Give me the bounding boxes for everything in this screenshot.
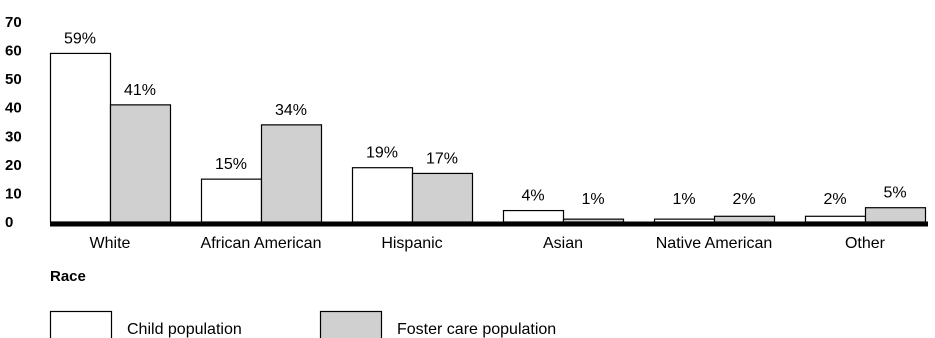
data-label: 41% [124, 82, 156, 99]
data-label: 17% [426, 150, 458, 167]
legend-swatch-child [49, 310, 113, 338]
legend-swatch-foster [319, 310, 383, 338]
x-axis-ticks: White African American Hispanic Asian Native… [90, 235, 886, 252]
x-tick-label: Other [845, 235, 886, 252]
data-label: 4% [521, 188, 544, 205]
y-tick-label: 20 [5, 157, 22, 174]
y-tick-label: 10 [5, 185, 22, 202]
data-label: 19% [366, 145, 398, 162]
bar-child-3 [502, 209, 565, 223]
bars-group [49, 52, 927, 223]
data-labels-group: 59% 41% 15% 34% 19% 17% 4% 1% 1% 2% 2% 5% [64, 30, 907, 208]
bar-foster-4 [713, 215, 776, 223]
y-axis-ticks: 0 10 20 30 40 50 60 70 [5, 14, 22, 231]
bar-foster-1 [260, 124, 323, 223]
x-tick-label: African American [201, 235, 322, 252]
x-tick-label: Native American [656, 235, 773, 252]
data-label: 1% [672, 191, 695, 208]
bar-foster-2 [411, 172, 474, 223]
legend-label-child: Child population [127, 321, 242, 338]
x-tick-label: White [90, 235, 131, 252]
data-label: 15% [215, 156, 247, 173]
legend: Child population Foster care population [49, 310, 556, 338]
bar-child-1 [200, 178, 263, 223]
y-tick-label: 40 [5, 100, 22, 117]
bar-foster-5 [864, 207, 927, 223]
legend-label-foster: Foster care population [397, 321, 556, 338]
y-tick-label: 50 [5, 71, 22, 88]
bar-child-2 [351, 167, 414, 223]
bar-foster-0 [109, 104, 172, 223]
y-tick-label: 60 [5, 43, 22, 60]
y-tick-label: 30 [5, 128, 22, 145]
data-label: 34% [275, 102, 307, 119]
data-label: 2% [823, 191, 846, 208]
bar-child-0 [49, 52, 112, 223]
x-tick-label: Hispanic [381, 235, 442, 252]
data-label: 2% [732, 191, 755, 208]
x-axis-title: Race [50, 268, 86, 285]
bar-child-5 [804, 215, 867, 223]
data-label: 5% [883, 185, 906, 202]
x-tick-label: Asian [543, 235, 583, 252]
data-label: 1% [581, 191, 604, 208]
y-tick-label: 0 [5, 214, 13, 231]
data-label: 59% [64, 30, 96, 47]
y-tick-label: 70 [5, 14, 22, 31]
